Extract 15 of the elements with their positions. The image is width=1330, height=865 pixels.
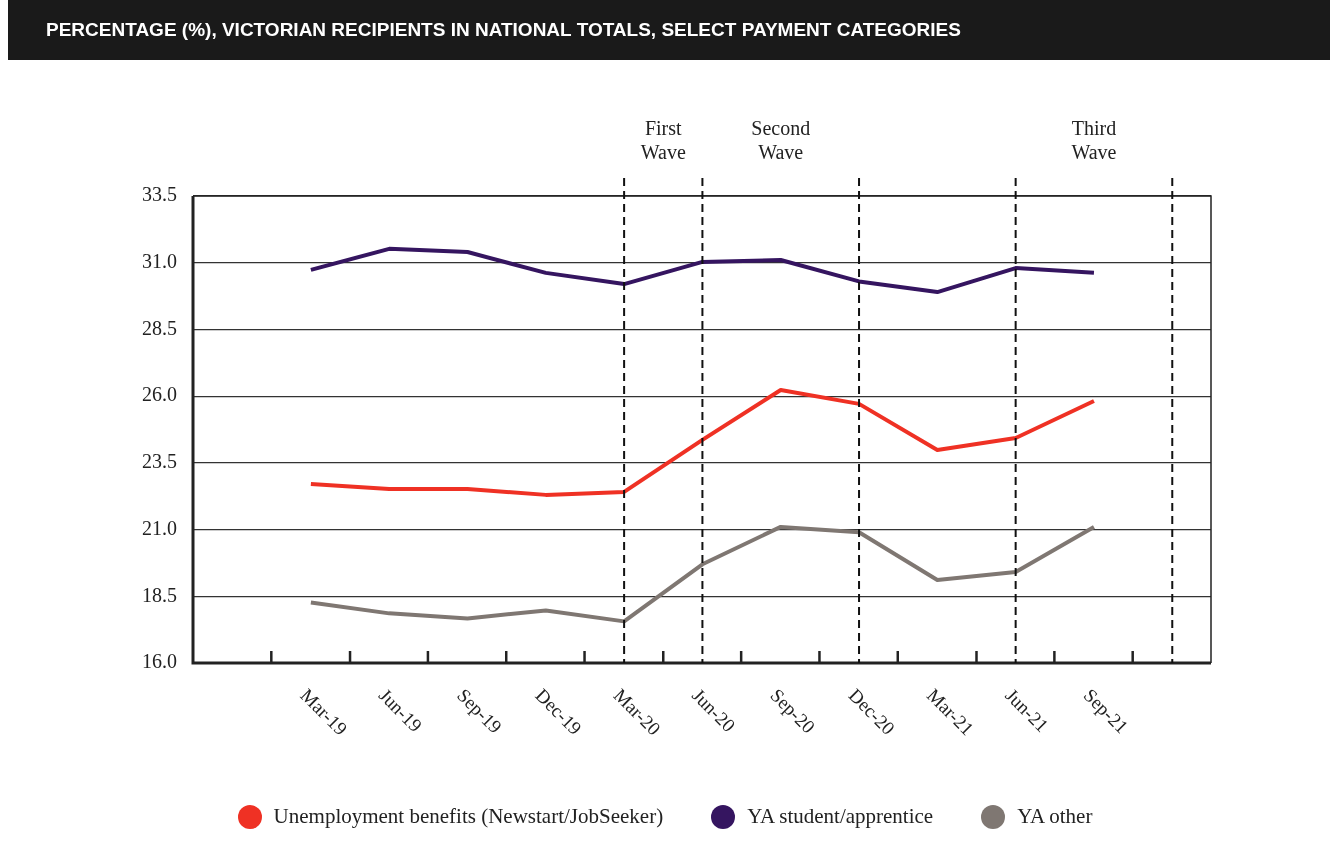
y-tick-label: 26.0 [142, 383, 177, 406]
y-tick-label: 28.5 [142, 316, 177, 339]
y-tick-label: 33.5 [142, 183, 177, 206]
ref-line-label: Third Wave [1071, 117, 1117, 164]
legend-label: Unemployment benefits (Newstart/JobSeeker) [273, 804, 664, 829]
y-tick-label: 23.5 [142, 450, 177, 473]
y-tick-label: 21.0 [142, 516, 177, 539]
ref-line-label: First Wave [640, 117, 686, 164]
legend-label: YA other [1017, 804, 1093, 829]
y-tick-label: 16.0 [142, 650, 177, 673]
y-tick-label: 31.0 [142, 249, 177, 272]
chart-title: PERCENTAGE (%), VICTORIAN RECIPIENTS IN NATIONAL TOTALS, SELECT PAYMENT CATEGORIES [8, 0, 1330, 60]
legend-label: YA student/apprentice [747, 804, 934, 829]
y-tick-label: 18.5 [142, 583, 177, 606]
ref-line-label: Second Wave [751, 117, 811, 164]
